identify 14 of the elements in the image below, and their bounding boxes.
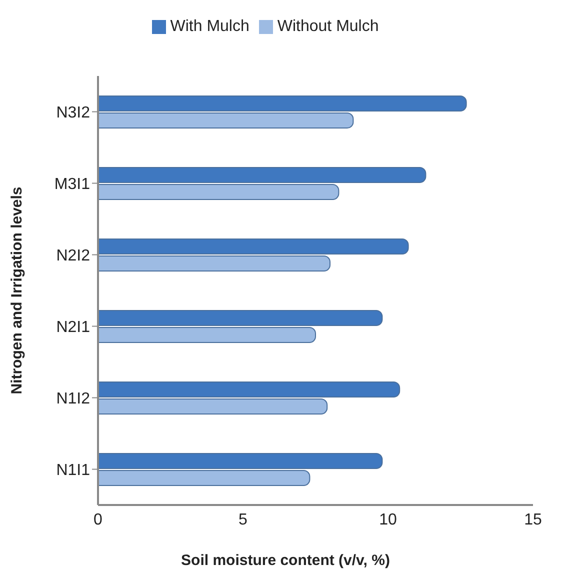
y-tick-label: N2I1 (56, 318, 90, 336)
y-tick-label: N2I2 (56, 247, 90, 264)
y-tick-label: N3I2 (56, 104, 90, 122)
y-tick-label: M3I1 (54, 176, 90, 193)
x-axis-title: Soil moisture content (v/v, %) (181, 552, 390, 569)
legend-label: Without Mulch (277, 18, 379, 35)
x-tick-label: 0 (94, 511, 103, 528)
x-tick-label: 5 (238, 511, 248, 528)
x-tick-label: 10 (379, 511, 397, 528)
y-axis-title: Nitrogen and Irrigation levels (8, 186, 26, 394)
legend-label: With Mulch (170, 18, 250, 35)
x-tick-label: 15 (524, 511, 542, 528)
y-tick-label: N1I1 (56, 462, 90, 479)
y-tick-label: N1I2 (56, 390, 90, 408)
